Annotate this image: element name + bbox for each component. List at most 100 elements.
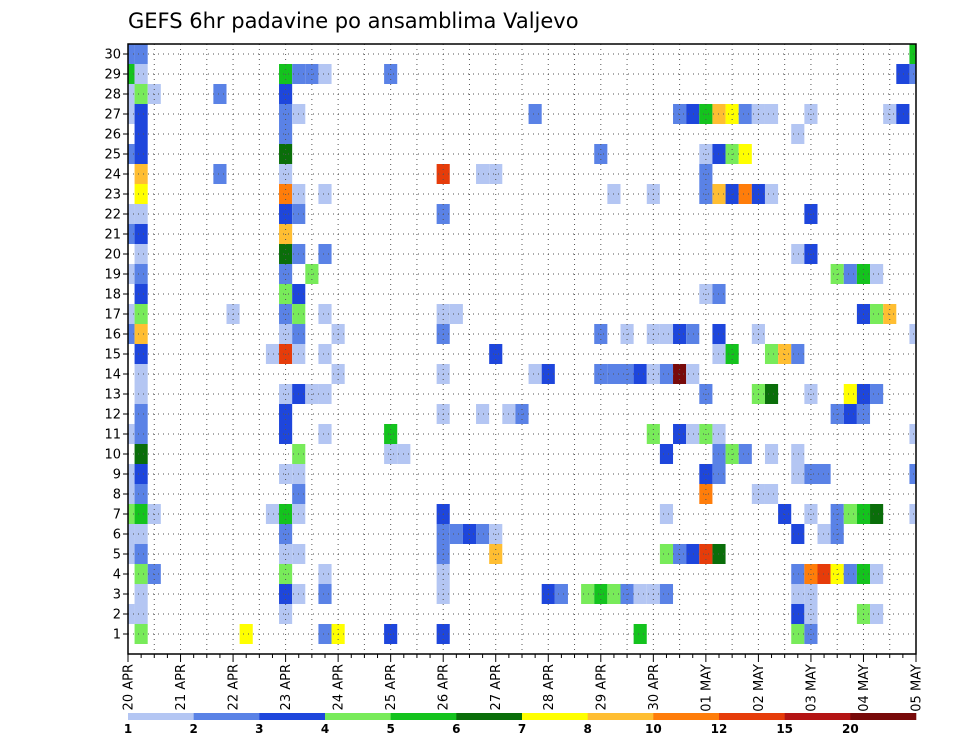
heatmap-cell: [659, 364, 674, 384]
y-tick-label: 6: [113, 528, 121, 543]
y-tick-label: 7: [113, 508, 121, 523]
heatmap-cell: [659, 584, 674, 604]
heatmap-cell: [134, 104, 148, 124]
y-tick-label: 29: [104, 68, 121, 83]
x-axis: 20 APR 21 APR 22 APR 23 APR 24 APR 25 APR 26 A…: [122, 654, 925, 712]
heatmap-cell: [318, 304, 332, 324]
heatmap-cell: [791, 604, 805, 624]
heatmap-cell: [134, 364, 148, 384]
heatmap-cell: [791, 464, 805, 484]
y-tick-label: 13: [104, 388, 121, 403]
heatmap-cell: [764, 184, 779, 204]
colorbar-swatch: [784, 713, 851, 720]
heatmap-cell: [318, 244, 332, 264]
heatmap-cell: [134, 164, 148, 184]
heatmap-cell: [128, 44, 135, 64]
y-tick-label: 16: [104, 328, 121, 343]
heatmap-cell: [128, 484, 135, 504]
colorbar-swatch: [390, 713, 457, 720]
heatmap-cell: [528, 364, 542, 384]
heatmap-cell: [449, 524, 463, 544]
y-tick-label: 12: [104, 408, 121, 423]
heatmap-cell: [134, 264, 148, 284]
colorbar-swatch: [325, 713, 391, 720]
heatmap-cell: [134, 44, 148, 64]
colorbar-swatch: [587, 713, 654, 720]
y-axis: 1234567891011121314151617181920212223242…: [104, 48, 128, 643]
colorbar-label: 1: [124, 722, 132, 736]
colorbar-label: 6: [452, 722, 460, 736]
heatmap-cell: [128, 504, 135, 524]
heatmap-cell: [686, 324, 700, 344]
heatmap-cell: [318, 384, 332, 404]
heatmap-cell: [843, 384, 857, 404]
heatmap-cell: [843, 504, 857, 524]
heatmap-cell: [128, 324, 135, 344]
heatmap-cell: [134, 124, 148, 144]
heatmap-cell: [528, 104, 542, 124]
x-tick-label: 05 MAY: [910, 664, 925, 712]
x-tick-label: 29 APR: [594, 664, 609, 710]
heatmap-cell: [134, 224, 148, 244]
heatmap-cell: [134, 184, 148, 204]
heatmap-cell: [134, 204, 148, 224]
y-tick-label: 15: [104, 348, 121, 363]
x-tick-label: 26 APR: [437, 664, 452, 710]
heatmap-cell: [764, 104, 779, 124]
y-tick-label: 24: [104, 168, 121, 183]
heatmap-cell: [686, 364, 700, 384]
x-tick-label: 25 APR: [384, 664, 399, 710]
x-tick-label: 27 APR: [489, 664, 504, 710]
y-tick-label: 28: [104, 88, 121, 103]
heatmap-cell: [738, 104, 752, 124]
heatmap-cell: [128, 424, 135, 444]
heatmap-cell: [128, 524, 135, 544]
colorbar-label: 12: [711, 722, 728, 736]
heatmap-cell: [128, 464, 135, 484]
heatmap-cell: [134, 144, 148, 164]
heatmap-cell: [659, 324, 674, 344]
heatmap-cell: [870, 504, 884, 524]
heatmap-cell: [134, 404, 148, 424]
y-tick-label: 2: [113, 608, 121, 623]
heatmap-cell: [265, 344, 280, 364]
heatmap-cell: [128, 84, 135, 104]
heatmap-cell: [791, 444, 805, 464]
y-tick-label: 5: [113, 548, 121, 563]
heatmap-cell: [791, 244, 805, 264]
heatmap-cell: [265, 504, 280, 524]
heatmap-cell: [134, 504, 148, 524]
heatmap-cell: [909, 464, 916, 484]
heatmap-cell: [134, 624, 148, 644]
heatmap-cell: [817, 564, 831, 584]
y-tick-label: 27: [104, 108, 121, 123]
y-tick-label: 11: [104, 428, 121, 443]
heatmap-cell: [134, 524, 148, 544]
heatmap-cell: [318, 624, 332, 644]
x-tick-label: 04 MAY: [857, 664, 872, 712]
heatmap-cell: [128, 264, 135, 284]
x-tick-label: 28 APR: [542, 664, 557, 710]
heatmap-cell: [659, 444, 674, 464]
y-tick-label: 9: [113, 468, 121, 483]
colorbar-label: 10: [645, 722, 662, 736]
y-tick-label: 21: [104, 228, 121, 243]
heatmap-cell: [686, 544, 700, 564]
heatmap-cell: [764, 444, 779, 464]
colorbar-swatch: [850, 713, 917, 720]
heatmap-cell: [318, 564, 332, 584]
heatmap-cell: [134, 84, 148, 104]
heatmap-cell: [134, 564, 148, 584]
heatmap-cell: [764, 484, 779, 504]
heatmap-cell: [134, 424, 148, 444]
heatmap-cell: [909, 64, 916, 84]
dotted-grid: [128, 44, 916, 654]
heatmap-cell: [128, 204, 135, 224]
colorbar-label: 5: [386, 722, 394, 736]
heatmap-cell: [318, 584, 332, 604]
x-tick-label: 03 MAY: [804, 664, 819, 712]
heatmap-cell: [134, 464, 148, 484]
colorbar-swatch: [456, 713, 523, 720]
y-tick-label: 30: [104, 48, 121, 63]
x-tick-label: 20 APR: [122, 664, 137, 710]
